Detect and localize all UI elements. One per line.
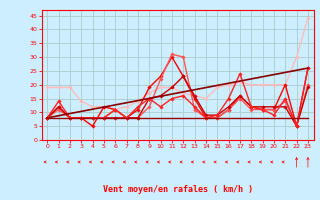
Text: Vent moyen/en rafales ( km/h ): Vent moyen/en rafales ( km/h ) xyxy=(103,185,252,194)
